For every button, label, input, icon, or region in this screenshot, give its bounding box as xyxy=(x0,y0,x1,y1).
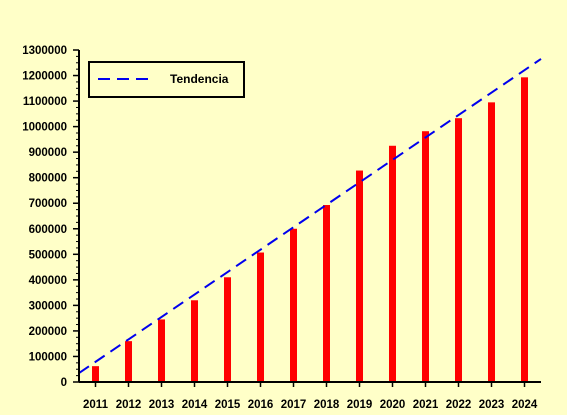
bar-2021 xyxy=(422,131,429,382)
y-tick-label: 1200000 xyxy=(22,71,67,83)
x-tick-label: 2013 xyxy=(149,399,175,411)
y-tick-label: 300000 xyxy=(29,300,67,312)
bar-2018 xyxy=(323,205,330,382)
y-tick-label: 500000 xyxy=(29,249,67,261)
bar-2019 xyxy=(356,170,363,382)
bar-2016 xyxy=(257,252,264,382)
bar-2017 xyxy=(290,228,297,382)
x-tick-label: 2016 xyxy=(248,399,274,411)
y-tick-label: 600000 xyxy=(29,224,67,236)
y-tick-label: 1000000 xyxy=(22,122,67,134)
x-axis-ticks: 2011 2012 2013 2014 2015 2016 2017 2018 2019 2020… xyxy=(83,382,538,411)
y-tick-label: 800000 xyxy=(29,173,67,185)
bars-group xyxy=(92,77,528,383)
x-tick-label: 2020 xyxy=(380,399,406,411)
legend: Tendencia xyxy=(88,61,245,98)
bar-2012 xyxy=(125,341,132,382)
y-tick-label: 200000 xyxy=(29,326,67,338)
y-tick-label: 0 xyxy=(61,377,67,389)
y-tick-label: 400000 xyxy=(29,275,67,287)
x-tick-label: 2024 xyxy=(512,399,538,411)
x-tick-label: 2019 xyxy=(347,399,373,411)
bar-2015 xyxy=(224,277,231,382)
bar-2013 xyxy=(158,319,165,382)
x-tick-label: 2012 xyxy=(116,399,142,411)
y-tick-label: 900000 xyxy=(29,147,67,159)
bar-2011 xyxy=(92,366,99,382)
bar-2024 xyxy=(521,77,528,382)
x-tick-label: 2015 xyxy=(215,399,241,411)
y-axis-ticks: 0 100000 200000 300000 400000 500000 600000 700… xyxy=(22,45,79,389)
y-tick-label: 1100000 xyxy=(23,96,67,108)
bar-2023 xyxy=(488,102,495,382)
trendline xyxy=(78,58,542,374)
y-tick-label: 100000 xyxy=(29,351,67,363)
x-tick-label: 2017 xyxy=(281,399,307,411)
y-tick-label: 700000 xyxy=(29,198,67,210)
legend-label: Tendencia xyxy=(170,72,229,86)
x-tick-label: 2022 xyxy=(446,399,472,411)
bar-2014 xyxy=(191,300,198,382)
x-tick-label: 2011 xyxy=(83,399,109,411)
legend-box xyxy=(88,61,245,98)
x-tick-label: 2023 xyxy=(479,399,505,411)
x-tick-label: 2014 xyxy=(182,399,208,411)
y-tick-label: 1300000 xyxy=(22,45,67,57)
bar-2020 xyxy=(389,145,396,382)
bar-2022 xyxy=(455,118,462,383)
x-tick-label: 2018 xyxy=(314,399,340,411)
x-tick-label: 2021 xyxy=(413,399,439,411)
